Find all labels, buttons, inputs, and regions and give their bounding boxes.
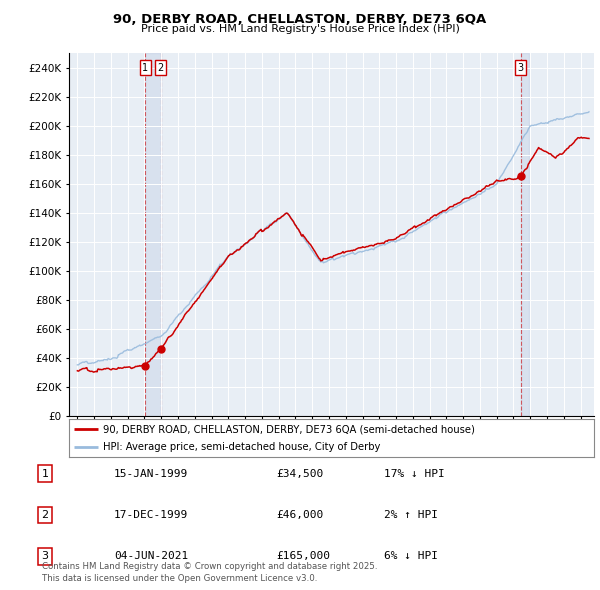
Text: £34,500: £34,500 bbox=[276, 469, 323, 478]
Text: 2: 2 bbox=[41, 510, 49, 520]
Bar bbox=[145, 53, 161, 416]
Text: 17-DEC-1999: 17-DEC-1999 bbox=[114, 510, 188, 520]
Text: HPI: Average price, semi-detached house, City of Derby: HPI: Average price, semi-detached house,… bbox=[103, 442, 380, 452]
Text: 1: 1 bbox=[41, 469, 49, 478]
Text: 3: 3 bbox=[41, 552, 49, 561]
Text: 04-JUN-2021: 04-JUN-2021 bbox=[114, 552, 188, 561]
Text: 1: 1 bbox=[142, 63, 148, 73]
Bar bbox=[521, 53, 529, 416]
Text: 6% ↓ HPI: 6% ↓ HPI bbox=[384, 552, 438, 561]
Text: 15-JAN-1999: 15-JAN-1999 bbox=[114, 469, 188, 478]
Text: 2: 2 bbox=[157, 63, 164, 73]
Text: Price paid vs. HM Land Registry's House Price Index (HPI): Price paid vs. HM Land Registry's House … bbox=[140, 24, 460, 34]
Text: Contains HM Land Registry data © Crown copyright and database right 2025.
This d: Contains HM Land Registry data © Crown c… bbox=[42, 562, 377, 583]
Text: 90, DERBY ROAD, CHELLASTON, DERBY, DE73 6QA (semi-detached house): 90, DERBY ROAD, CHELLASTON, DERBY, DE73 … bbox=[103, 424, 475, 434]
Text: 3: 3 bbox=[518, 63, 524, 73]
Text: £165,000: £165,000 bbox=[276, 552, 330, 561]
Text: 90, DERBY ROAD, CHELLASTON, DERBY, DE73 6QA: 90, DERBY ROAD, CHELLASTON, DERBY, DE73 … bbox=[113, 13, 487, 26]
Text: 17% ↓ HPI: 17% ↓ HPI bbox=[384, 469, 445, 478]
Text: 2% ↑ HPI: 2% ↑ HPI bbox=[384, 510, 438, 520]
Text: £46,000: £46,000 bbox=[276, 510, 323, 520]
